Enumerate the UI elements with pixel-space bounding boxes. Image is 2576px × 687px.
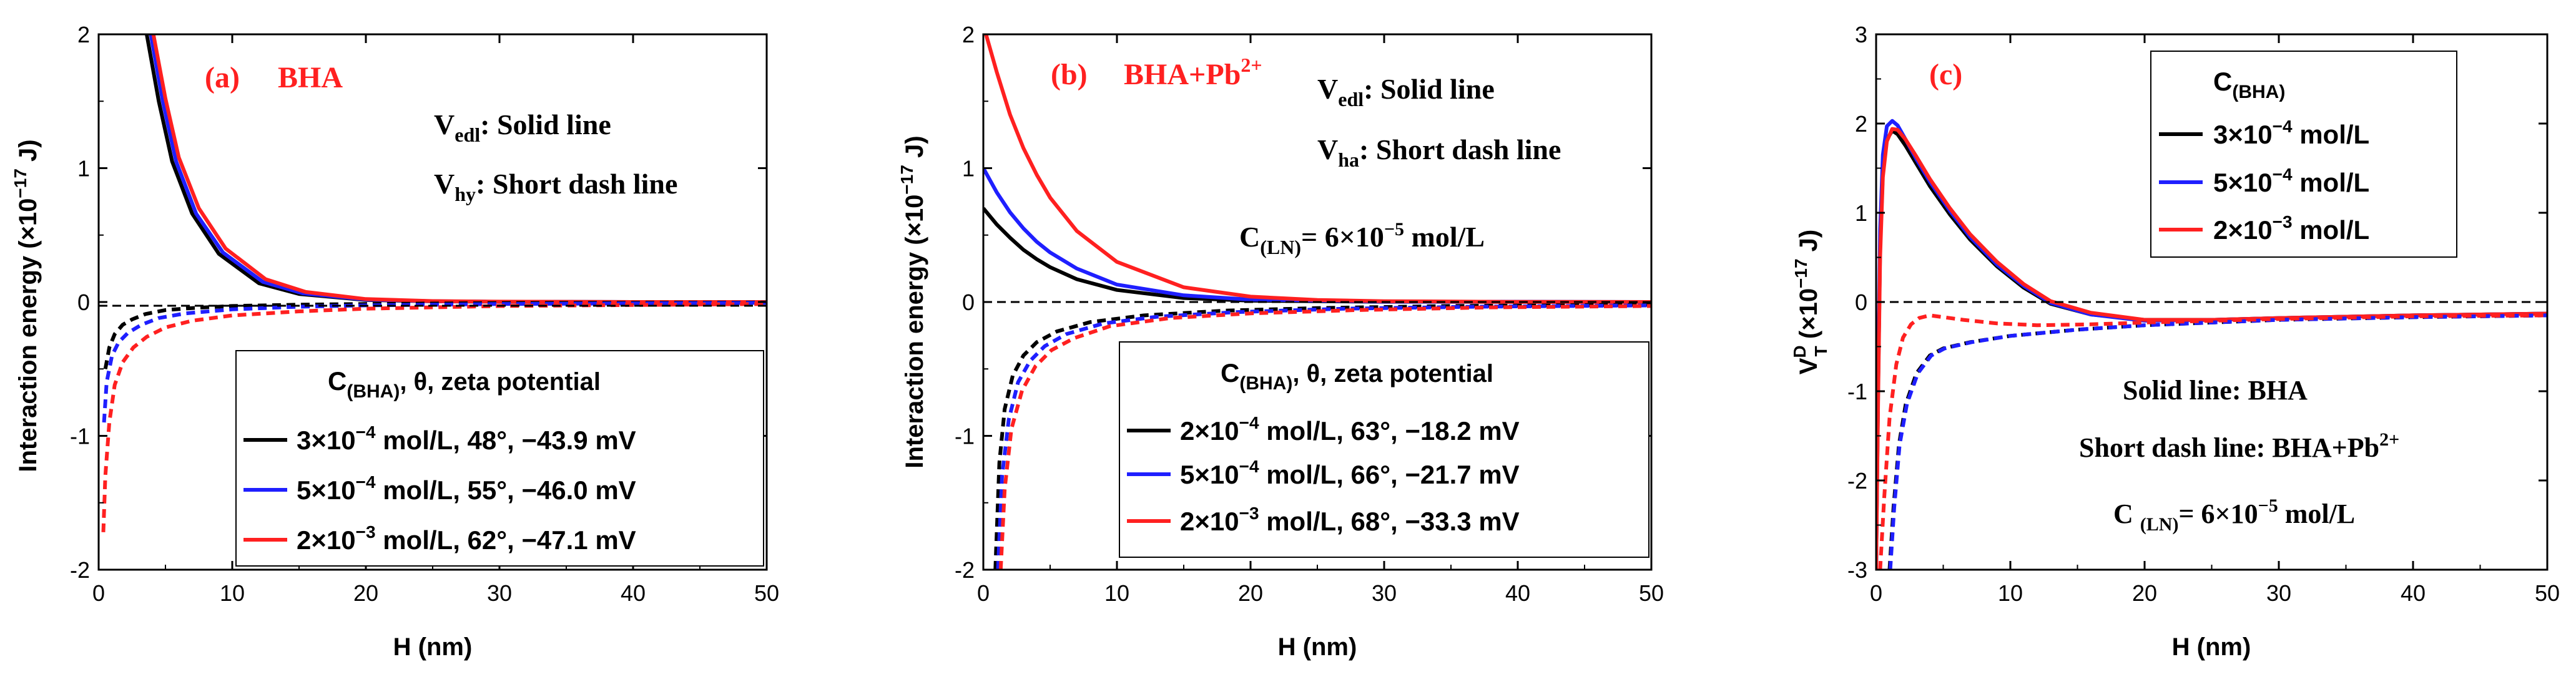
panel-c-y-tick-label: -1 [1847, 379, 1867, 404]
panel-b-x-tick-label: 10 [1104, 580, 1129, 606]
panel-b-label: (b) [1051, 58, 1088, 91]
panel-c-x-tick-label: 40 [2401, 580, 2426, 606]
panel-a-y-tick-label: -1 [70, 424, 90, 449]
panel-c-y-tick-label: -2 [1847, 468, 1867, 494]
panel-b-x-tick-label: 0 [977, 580, 990, 606]
panel-a-title: BHA [278, 61, 343, 94]
panel-c-y-tick-label: 2 [1855, 111, 1867, 137]
panel-c-legend-box [2150, 51, 2457, 258]
panel-b-x-tick-label: 50 [1639, 580, 1664, 606]
panel-b-legend-header: C(BHA), θ, zeta potential [1221, 358, 1493, 394]
panel-a-y-tick-label: -2 [70, 557, 90, 583]
panel-c-series-dash-3 [1878, 313, 2547, 570]
panel-c-x-tick-label: 50 [2535, 580, 2560, 606]
panel-c: 0 10 20 30 40 50 -3 -2 -1 0 1 2 3 H (nm) VD T (×10−17… [1790, 22, 2560, 661]
panel-c-series-dash-2 [1888, 313, 2547, 570]
panel-a-x-tick-label: 30 [487, 580, 512, 606]
panel-b-x-tick-label: 30 [1372, 580, 1397, 606]
panel-b-annotation-vha: Vha: Short dash line [1317, 134, 1561, 171]
panel-b-legend: C(BHA), θ, zeta potential 2×10−4 mol/L, … [1119, 341, 1649, 558]
panel-a-label: (a) [205, 61, 240, 94]
panel-a-legend-entry-1: 3×10−4 mol/L, 48°, −43.9 mV [297, 422, 636, 455]
panel-c-plot-area [1876, 119, 2547, 570]
panel-a-annotation-vhy: Vhy: Short dash line [434, 168, 677, 205]
panel-a-legend-header: C(BHA), θ, zeta potential [328, 366, 601, 402]
panel-b-legend-box [1119, 341, 1649, 558]
panel-c-annotation-solid: Solid line: BHA [2123, 375, 2308, 406]
panel-b-title: BHA+Pb2+ [1124, 54, 1262, 91]
panel-b: 0 10 20 30 40 50 -2 -1 0 1 2 H (nm) Interaction en… [897, 22, 1664, 661]
panel-c-legend-entry-2: 5×10−4 mol/L [2213, 165, 2369, 197]
panel-c-legend-entry-3: 2×10−3 mol/L [2213, 212, 2369, 245]
panel-a-ticks: 0 10 20 30 40 50 -2 -1 0 1 2 [70, 22, 779, 606]
panel-a-y-axis-label: Interaction energy (×10−17 J) [11, 139, 42, 472]
panel-b-annotation-vedl: Vedl: Solid line [1317, 73, 1495, 110]
panel-c-label: (c) [1929, 58, 1962, 91]
panel-a-legend: C(BHA), θ, zeta potential 3×10−4 mol/L, … [235, 350, 764, 567]
panel-a-x-tick-label: 40 [621, 580, 646, 606]
panel-c-x-tick-label: 10 [1998, 580, 2023, 606]
panel-c-legend-entry-1: 3×10−4 mol/L [2213, 117, 2369, 149]
panel-b-y-tick-label: 2 [962, 22, 975, 47]
panel-b-series-solid-3 [984, 34, 1651, 304]
panel-b-legend-entry-1: 2×10−4 mol/L, 63°, −18.2 mV [1180, 413, 1520, 446]
panel-c-y-tick-label: -3 [1847, 557, 1867, 583]
panel-b-series-solid-2 [983, 167, 1651, 304]
panel-b-series-dash-1 [993, 303, 1651, 570]
panel-c-legend-header: C(BHA) [2213, 67, 2285, 102]
panel-c-y-tick-label: 3 [1855, 22, 1867, 47]
panel-b-x-axis-label: H (nm) [1278, 633, 1357, 661]
panel-c-y-tick-label: 0 [1855, 290, 1867, 315]
panel-a-x-axis-label: H (nm) [393, 633, 473, 661]
panel-c-y-axis-label: VD T (×10−17 J) [1790, 230, 1831, 375]
panel-b-y-tick-label: -2 [955, 557, 975, 583]
panel-b-series-dash-2 [996, 303, 1651, 570]
panel-a-legend-entry-3: 2×10−3 mol/L, 62°, −47.1 mV [297, 522, 636, 555]
panel-c-legend: C(BHA) 3×10−4 mol/L 5×10−4 mol/L 2×10−3 … [2150, 51, 2457, 258]
panel-c-series-solid-3 [1876, 127, 2547, 570]
panel-a-series-dash-3 [101, 302, 767, 533]
panel-c-x-tick-label: 0 [1870, 580, 1882, 606]
panel-a-x-tick-label: 50 [754, 580, 779, 606]
panel-a-x-tick-label: 10 [220, 580, 245, 606]
panel-c-annotation-cln: C (LN)= 6×10−5 mol/L [2113, 495, 2355, 535]
panel-a-y-tick-label: 2 [77, 22, 90, 47]
panel-b-plot-area [983, 34, 1651, 570]
panel-b-x-tick-label: 20 [1238, 580, 1263, 606]
panel-a-legend-box [235, 350, 764, 567]
panel-c-annotation-dash: Short dash line: BHA+Pb2+ [2079, 429, 2399, 463]
panel-b-y-tick-label: -1 [955, 424, 975, 449]
panel-c-x-tick-label: 30 [2266, 580, 2291, 606]
panel-b-ticks: 0 10 20 30 40 50 -2 -1 0 1 2 [955, 22, 1664, 606]
panel-b-y-axis-label: Interaction energy (×10−17 J) [897, 135, 928, 468]
panel-b-legend-entry-2: 5×10−4 mol/L, 66°, −21.7 mV [1180, 457, 1520, 489]
panel-a-legend-entry-2: 5×10−4 mol/L, 55°, −46.0 mV [297, 472, 636, 505]
panel-b-y-tick-label: 1 [962, 156, 975, 182]
panel-c-x-axis-label: H (nm) [2172, 633, 2251, 661]
panel-b-x-tick-label: 40 [1505, 580, 1530, 606]
panel-c-y-tick-label: 1 [1855, 200, 1867, 226]
panel-a: 0 10 20 30 40 50 -2 -1 0 1 2 H (nm) Interaction en… [11, 22, 779, 661]
panel-b-annotation-cln: C(LN)= 6×10−5 mol/L [1239, 219, 1485, 258]
panel-a-x-tick-label: 0 [92, 580, 105, 606]
panel-c-ticks: 0 10 20 30 40 50 -3 -2 -1 0 1 2 3 [1847, 22, 2560, 606]
panel-a-y-tick-label: 0 [77, 290, 90, 315]
panel-c-x-tick-label: 20 [2132, 580, 2157, 606]
panel-a-y-tick-label: 1 [77, 156, 90, 182]
panel-b-y-tick-label: 0 [962, 290, 975, 315]
panel-a-annotation-vedl: Vedl: Solid line [434, 109, 611, 146]
panel-b-legend-entry-3: 2×10−3 mol/L, 68°, −33.3 mV [1180, 504, 1520, 536]
panel-a-x-tick-label: 20 [353, 580, 378, 606]
